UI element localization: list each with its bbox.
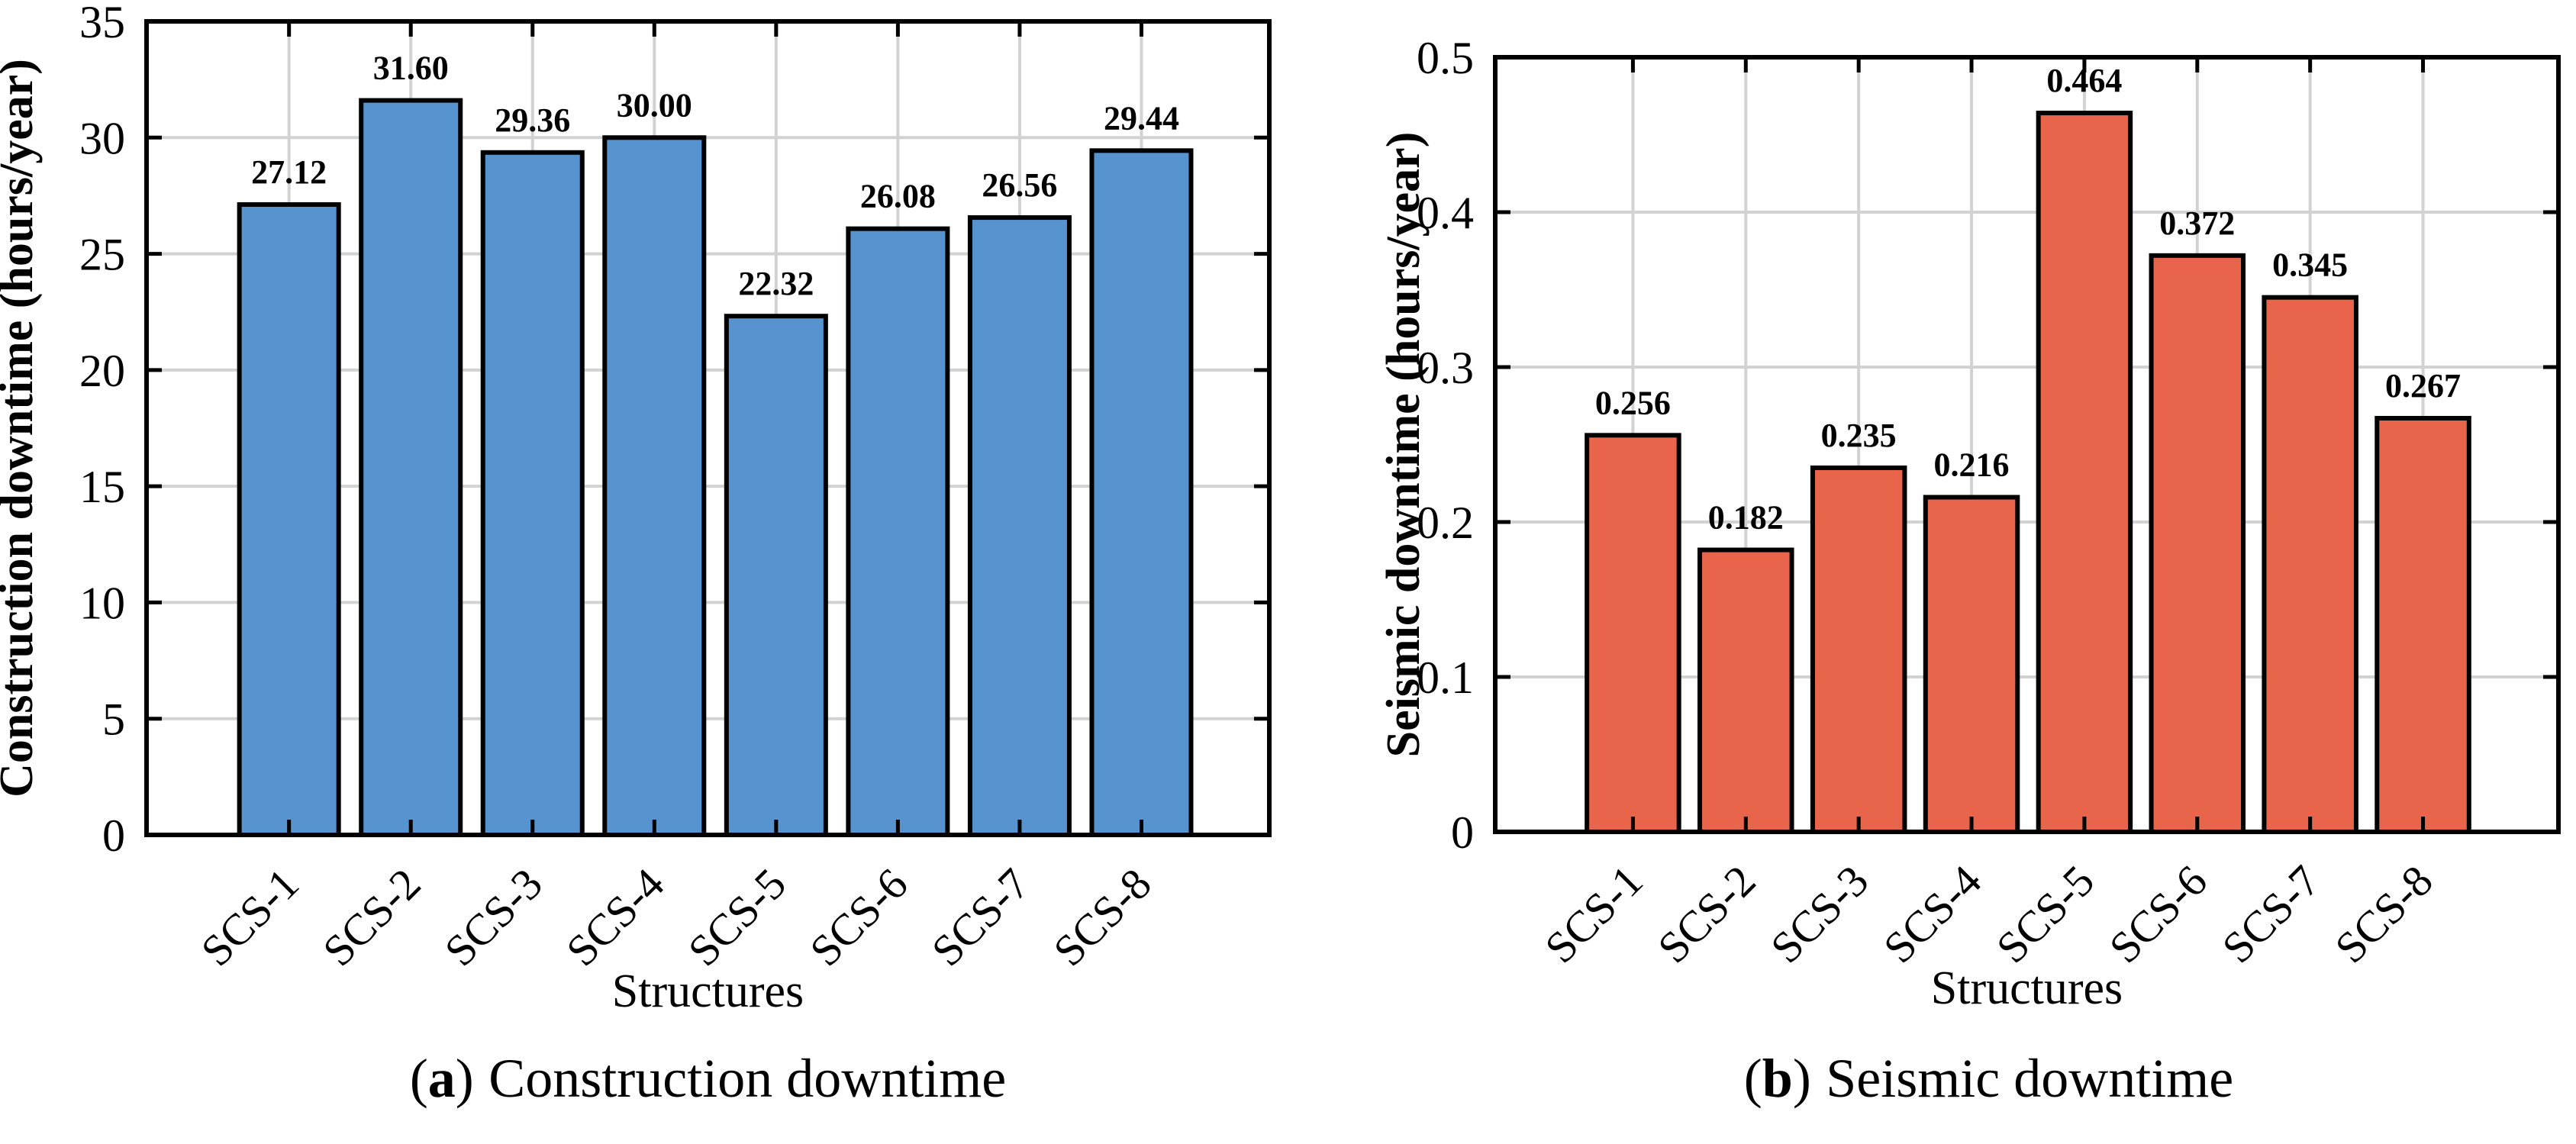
bar-scs-6 <box>2149 253 2246 834</box>
x-tick-label: SCS-6 <box>2100 856 2217 972</box>
bar-value-label: 26.56 <box>982 166 1057 204</box>
bar-value-label: 22.32 <box>738 265 814 302</box>
caption-b-open-paren: ( <box>1743 1048 1762 1109</box>
bar-scs-5 <box>2036 111 2133 834</box>
x-tick-label: SCS-4 <box>1874 856 1991 972</box>
x-tick-label: SCS-5 <box>679 859 795 975</box>
bar-scs-3 <box>1810 465 1907 834</box>
caption-a-close-paren: ) <box>455 1048 474 1109</box>
bar-scs-7 <box>2262 295 2358 834</box>
caption-b: (b) Seismic downtime <box>1457 1007 2520 1144</box>
bar-value-label: 0.267 <box>2385 367 2461 404</box>
y-tick-label: 0 <box>102 810 125 861</box>
x-tick-label: SCS-1 <box>192 859 308 975</box>
bar-value-label: 27.12 <box>251 153 327 191</box>
x-tick-label: SCS-6 <box>800 859 917 975</box>
bar-scs-1 <box>237 202 341 838</box>
bar-value-label: 0.216 <box>1934 446 2010 484</box>
caption-b-close-paren: ) <box>1792 1048 1811 1109</box>
bar-scs-5 <box>724 314 828 837</box>
y-tick-label: 0 <box>1451 807 1474 858</box>
bar-scs-2 <box>359 98 463 838</box>
x-axis-label: Structures <box>1931 962 2123 1007</box>
caption-b-text: Seismic downtime <box>1826 1048 2234 1109</box>
y-tick-label: 5 <box>102 694 125 745</box>
caption-a: (a) Construction downtime <box>147 1007 1269 1144</box>
bar-scs-7 <box>967 215 1072 837</box>
x-axis-label: Structures <box>612 965 804 1007</box>
y-tick-label: 10 <box>79 578 125 628</box>
bar-value-label: 26.08 <box>860 178 936 215</box>
bar-scs-4 <box>602 135 707 838</box>
bar-value-label: 0.372 <box>2159 205 2235 242</box>
bar-value-label: 29.44 <box>1104 99 1179 137</box>
bar-scs-3 <box>480 150 585 838</box>
bar-scs-4 <box>1923 495 2020 835</box>
y-tick-label: 0.4 <box>1417 188 1474 238</box>
plot-frame <box>1493 55 2561 834</box>
y-tick-label: 15 <box>79 462 125 512</box>
panel-construction-downtime: 0 5 10 15 20 25 30 35 SCS-1 SCS-2 SCS-3 SCS-4 SCS-5 S… <box>0 0 1272 1144</box>
x-tick-label: SCS-3 <box>1761 856 1878 972</box>
bar-value-label: 0.256 <box>1595 384 1671 421</box>
x-tick-label: SCS-4 <box>556 859 673 975</box>
x-tick-label: SCS-2 <box>313 859 430 975</box>
bar-scs-6 <box>846 226 950 837</box>
y-tick-label: 0.1 <box>1417 653 1474 703</box>
x-tick-label: SCS-8 <box>1044 859 1161 975</box>
x-tick-label: SCS-5 <box>1987 856 2104 972</box>
y-tick-label: 0.2 <box>1417 498 1474 548</box>
bar-value-label: 31.60 <box>373 50 449 87</box>
x-tick-label: SCS-1 <box>1536 856 1652 972</box>
caption-a-letter: a <box>427 1048 456 1109</box>
bar-scs-2 <box>1697 547 1794 834</box>
y-tick-label: 25 <box>79 230 125 280</box>
x-tick-label: SCS-7 <box>2213 856 2329 972</box>
y-tick-label: 0.5 <box>1417 33 1474 83</box>
bar-value-label: 0.182 <box>1708 499 1784 537</box>
y-tick-label: 35 <box>79 0 125 47</box>
x-tick-label: SCS-7 <box>922 859 1039 975</box>
caption-b-letter: b <box>1762 1048 1793 1109</box>
y-axis-label: Seismic downtime (hours/year) <box>1378 132 1430 758</box>
bar-value-label: 29.36 <box>495 102 570 139</box>
x-tick-label: SCS-8 <box>2326 856 2442 972</box>
x-tick-label: SCS-2 <box>1648 856 1765 972</box>
bar-scs-1 <box>1585 433 1681 834</box>
caption-a-text: Construction downtime <box>488 1048 1007 1109</box>
bar-value-label: 0.345 <box>2272 247 2348 284</box>
y-tick-label: 30 <box>79 113 125 163</box>
x-tick-label: SCS-3 <box>435 859 552 975</box>
y-tick-label: 0.3 <box>1417 343 1474 393</box>
bar-value-label: 30.00 <box>617 86 692 124</box>
y-tick-label: 20 <box>79 346 125 396</box>
caption-a-open-paren: ( <box>409 1048 428 1109</box>
y-axis-label: Construction downtime (hours/year) <box>0 59 43 798</box>
panel-seismic-downtime: 0 0.1 0.2 0.3 0.4 0.5 SCS-1 SCS-2 SCS-3 SCS-4 SCS-… <box>1288 0 2576 1144</box>
bar-scs-8 <box>2374 415 2471 834</box>
bar-value-label: 0.464 <box>2046 62 2122 99</box>
bar-scs-8 <box>1089 148 1194 837</box>
seismic-downtime-chart: 00.10.20.30.40.5SCS-1SCS-2SCS-3SCS-4SCS-… <box>1378 33 2561 1007</box>
plot-frame <box>144 19 1272 837</box>
bar-value-label: 0.235 <box>1821 417 1897 454</box>
